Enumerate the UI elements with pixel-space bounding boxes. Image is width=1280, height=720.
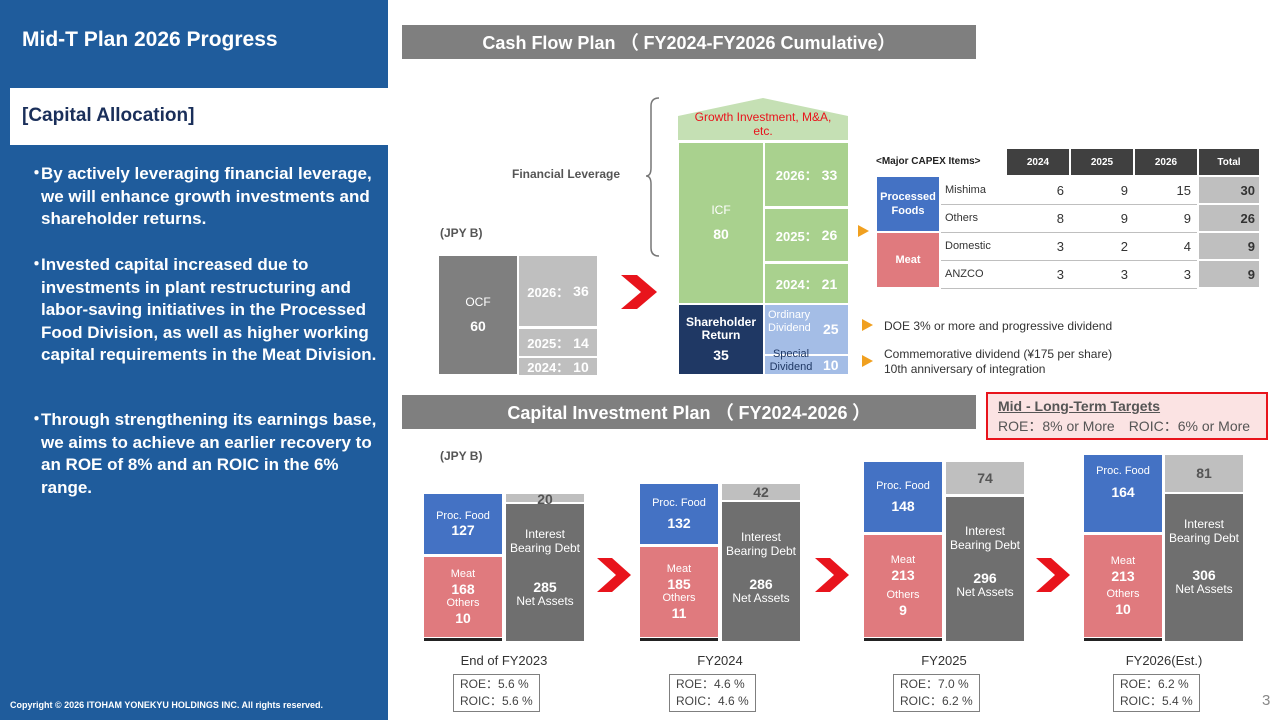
ocf-2026: 2026： 36 bbox=[519, 256, 597, 326]
arrow-right-icon bbox=[621, 275, 657, 309]
capex-col: 2025 bbox=[1069, 147, 1135, 177]
icf-2026: 2026： 33 bbox=[765, 143, 848, 206]
group-processed-foods: Processed Foods bbox=[875, 175, 941, 233]
meat-bar: Meat 213 Others 9 bbox=[864, 535, 942, 637]
ratio-box: ROE：7.0 % ROIC：6.2 % bbox=[893, 674, 980, 712]
others-sliver bbox=[640, 638, 718, 641]
proc-food-bar: Proc. Food 127 bbox=[424, 494, 502, 554]
ocf-bar: OCF 60 bbox=[439, 256, 517, 374]
bullet-2: ・ Invested capital increased due to inves… bbox=[28, 255, 377, 364]
proc-food-bar: Proc. Food 148 bbox=[864, 462, 942, 532]
leverage-brace bbox=[645, 97, 660, 257]
others-sliver bbox=[424, 638, 502, 641]
others-sliver bbox=[1084, 638, 1162, 641]
targets-text: ROE：8% or More ROIC：6% or More bbox=[998, 418, 1251, 434]
bullet-1: ・ By actively leveraging financial levera… bbox=[28, 164, 372, 228]
commemorative-note: Commemorative dividend (¥175 per share) … bbox=[884, 347, 1113, 376]
table-row: Meat Domestic 3 2 4 9 bbox=[875, 231, 1261, 289]
period-label: FY2024 bbox=[697, 653, 743, 668]
growth-label: Growth Investment, M&A, etc. bbox=[694, 110, 832, 138]
table-row: Others 8 9 9 26 bbox=[876, 203, 1261, 233]
copyright: Copyright © 2026 ITOHAM YONEKYU HOLDINGS… bbox=[10, 700, 324, 710]
arrow-right-icon bbox=[597, 558, 631, 592]
page-number: 3 bbox=[1262, 692, 1271, 709]
ocf-2024: 2024： 10 bbox=[519, 358, 597, 375]
debt-bar: 74 bbox=[946, 462, 1024, 494]
net-assets-bar: Interest Bearing Debt 296 Net Assets bbox=[946, 497, 1024, 641]
period-label: End of FY2023 bbox=[460, 653, 548, 668]
bullet-3: ・ Through strengthening its earnings base… bbox=[28, 410, 377, 497]
net-assets-bar: Interest Bearing Debt 286 Net Assets bbox=[722, 502, 800, 641]
table-row: Processed Foods Mishima 6 9 15 30 bbox=[875, 175, 1261, 233]
capex-col: 2026 bbox=[1133, 147, 1199, 177]
proc-food-bar: Proc. Food 164 bbox=[1084, 455, 1162, 532]
arrow-right-icon bbox=[1036, 558, 1070, 592]
debt-bar bbox=[506, 494, 584, 502]
subtitle-box bbox=[10, 88, 388, 145]
targets-title: Mid - Long-Term Targets bbox=[998, 398, 1161, 414]
ocf-2025: 2025： 14 bbox=[519, 329, 597, 356]
table-row: ANZCO 3 3 3 9 bbox=[876, 259, 1261, 289]
ordinary-dividend-bar: Ordinary Dividend 25 bbox=[765, 305, 848, 354]
slide-title: Mid-T Plan 2026 Progress bbox=[22, 28, 278, 51]
pointer-icon bbox=[858, 225, 869, 237]
proc-food-bar: Proc. Food 132 bbox=[640, 484, 718, 544]
icf-bar: ICF 80 bbox=[679, 143, 763, 303]
capex-title: <Major CAPEX Items> bbox=[876, 156, 981, 167]
net-assets-bar: Interest Bearing Debt 285 Net Assets bbox=[506, 504, 584, 641]
special-dividend-bar: Special Dividend 10 bbox=[765, 348, 848, 374]
slide-subtitle: [Capital Allocation] bbox=[22, 105, 195, 126]
investment-unit: (JPY B) bbox=[440, 449, 483, 463]
debt-bar: 42 bbox=[722, 484, 800, 500]
pointer-icon bbox=[862, 319, 873, 331]
capex-col: 2024 bbox=[1005, 147, 1071, 177]
investment-header: Capital Investment Plan （ FY2024-2026 ） bbox=[402, 395, 976, 429]
net-assets-bar: Interest Bearing Debt 306 Net Assets bbox=[1165, 494, 1243, 641]
cashflow-unit: (JPY B) bbox=[440, 226, 483, 240]
capex-col: Total bbox=[1197, 147, 1261, 177]
icf-2025: 2025： 26 bbox=[765, 209, 848, 261]
debt-value: 20 bbox=[537, 491, 553, 507]
ratio-box: ROE：5.6 % ROIC：5.6 % bbox=[453, 674, 540, 712]
financial-leverage-label: Financial Leverage bbox=[512, 167, 621, 181]
meat-bar: Meat 168 Others 10 bbox=[424, 557, 502, 637]
capex-table: <Major CAPEX Items> 2024 2025 2026 Total… bbox=[875, 147, 1261, 289]
pointer-icon bbox=[862, 355, 873, 367]
meat-bar: Meat 185 Others 11 bbox=[640, 547, 718, 637]
ratio-box: ROE：6.2 % ROIC：5.4 % bbox=[1113, 674, 1200, 712]
doe-note: DOE 3% or more and progressive dividend bbox=[884, 319, 1113, 333]
others-sliver bbox=[864, 638, 942, 641]
arrow-right-icon bbox=[815, 558, 849, 592]
period-label: FY2025 bbox=[921, 653, 967, 668]
growth-investment-roof bbox=[678, 98, 848, 140]
shareholder-return-bar: Shareholder Return 35 bbox=[679, 305, 763, 374]
group-meat: Meat bbox=[875, 231, 941, 289]
debt-bar: 81 bbox=[1165, 455, 1243, 492]
meat-bar: Meat 213 Others 10 bbox=[1084, 535, 1162, 637]
ratio-box: ROE：4.6 % ROIC：4.6 % bbox=[669, 674, 756, 712]
icf-2024: 2024： 21 bbox=[765, 264, 848, 303]
period-label: FY2026(Est.) bbox=[1125, 653, 1203, 668]
targets-box: Mid - Long-Term Targets ROE：8% or More R… bbox=[986, 392, 1268, 440]
cashflow-header: Cash Flow Plan （ FY2024-FY2026 Cumulativ… bbox=[402, 25, 976, 59]
